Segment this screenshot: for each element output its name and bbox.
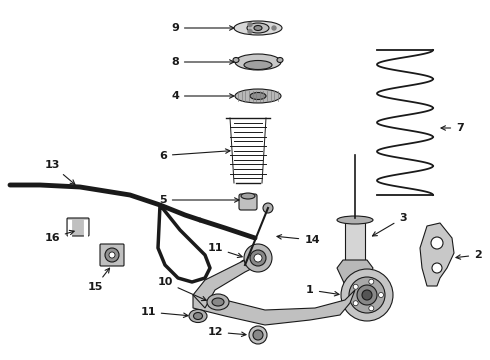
Circle shape: [253, 330, 263, 340]
Circle shape: [349, 277, 385, 313]
Circle shape: [357, 285, 377, 305]
Ellipse shape: [277, 58, 283, 63]
Circle shape: [249, 326, 267, 344]
Circle shape: [432, 263, 442, 273]
Circle shape: [353, 284, 358, 289]
Text: 9: 9: [171, 23, 234, 33]
Ellipse shape: [337, 216, 373, 224]
Text: 8: 8: [171, 57, 234, 67]
Text: 2: 2: [456, 250, 482, 260]
Ellipse shape: [234, 21, 282, 35]
Polygon shape: [193, 290, 355, 325]
FancyBboxPatch shape: [100, 244, 124, 266]
Circle shape: [378, 292, 384, 297]
Text: 12: 12: [207, 327, 246, 337]
FancyBboxPatch shape: [239, 194, 257, 210]
Circle shape: [369, 279, 374, 284]
Text: 13: 13: [44, 160, 75, 184]
Circle shape: [353, 301, 358, 306]
Ellipse shape: [250, 93, 266, 99]
Text: 11: 11: [140, 307, 188, 318]
Ellipse shape: [189, 310, 207, 323]
Circle shape: [263, 203, 273, 213]
Circle shape: [248, 30, 252, 33]
Text: 5: 5: [159, 195, 239, 205]
Ellipse shape: [254, 26, 262, 31]
Polygon shape: [420, 223, 454, 286]
Ellipse shape: [235, 89, 281, 103]
Circle shape: [250, 250, 266, 266]
Ellipse shape: [233, 58, 239, 63]
Ellipse shape: [247, 23, 269, 33]
Ellipse shape: [244, 60, 272, 69]
Text: 4: 4: [171, 91, 234, 101]
Circle shape: [240, 260, 250, 270]
Polygon shape: [193, 255, 265, 308]
Ellipse shape: [207, 294, 229, 310]
Ellipse shape: [235, 54, 281, 70]
Circle shape: [272, 26, 276, 30]
Text: 3: 3: [372, 213, 407, 236]
Ellipse shape: [194, 312, 202, 320]
Text: 16: 16: [44, 230, 74, 243]
Ellipse shape: [241, 193, 255, 199]
Text: 14: 14: [277, 235, 320, 245]
Circle shape: [248, 23, 252, 27]
Circle shape: [431, 237, 443, 249]
Text: 1: 1: [306, 285, 339, 296]
Polygon shape: [337, 260, 373, 285]
FancyBboxPatch shape: [345, 218, 365, 268]
Text: 15: 15: [87, 268, 110, 292]
Circle shape: [244, 244, 272, 272]
Text: 6: 6: [159, 149, 230, 161]
Circle shape: [254, 254, 262, 262]
Ellipse shape: [212, 298, 224, 306]
Circle shape: [109, 252, 115, 258]
Circle shape: [341, 269, 393, 321]
Circle shape: [105, 248, 119, 262]
Text: 11: 11: [207, 243, 242, 257]
Circle shape: [369, 306, 374, 311]
Text: 10: 10: [157, 277, 206, 301]
FancyBboxPatch shape: [67, 218, 89, 236]
Text: 7: 7: [441, 123, 464, 133]
Circle shape: [362, 290, 372, 300]
